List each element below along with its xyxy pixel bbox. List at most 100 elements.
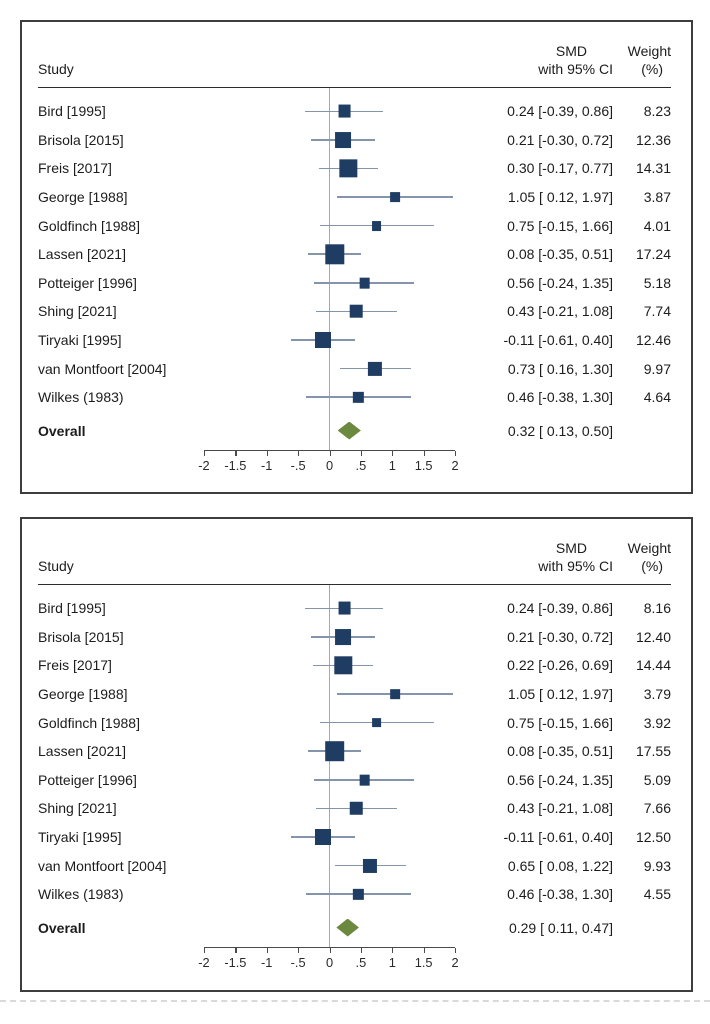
study-label: Goldfinch [1988]: [38, 714, 140, 731]
axis-tick: [455, 450, 457, 456]
effect-size-marker: [334, 628, 351, 645]
study-row: van Montfoort [2004] 0.65 [ 0.08, 1.22] 9.…: [38, 851, 671, 880]
header-rule: [38, 584, 671, 585]
axis-row: -2 -1.5 -1 -.5 0 .5 1 1.5 2: [38, 946, 671, 982]
study-label: Brisola [2015]: [38, 628, 124, 645]
weight-value: 12.46: [635, 332, 671, 349]
study-label: Wilkes (1983): [38, 886, 124, 903]
overall-diamond: [337, 421, 361, 440]
panel-header: Study SMD with 95% CI Weight (%): [38, 529, 671, 575]
axis-tick: [455, 947, 457, 953]
study-label: Bird [1995]: [38, 103, 106, 120]
study-plot-cell: [204, 269, 455, 298]
effect-size-marker: [368, 361, 383, 376]
axis-tick-label: -1.5: [224, 457, 247, 473]
axis-tick: [329, 450, 331, 456]
effect-size-marker: [363, 858, 378, 873]
axis-tick-label: -.5: [290, 954, 306, 970]
smd-header-line1: SMD: [555, 43, 587, 59]
axis-tick: [360, 450, 363, 456]
study-label: George [1988]: [38, 189, 128, 206]
axis-tick: [266, 450, 268, 456]
smd-ci-value: -0.11 [-0.61, 0.40]: [503, 829, 613, 846]
smd-header-line2: with 95% CI: [538, 558, 613, 574]
smd-ci-value: 0.08 [-0.35, 0.51]: [507, 743, 613, 760]
axis-tick: [423, 450, 425, 456]
weight-value: 7.66: [643, 800, 671, 817]
study-plot-cell: [204, 211, 455, 240]
effect-size-marker: [324, 244, 345, 264]
study-row: Freis [2017] 0.30 [-0.17, 0.77] 14.31: [38, 154, 671, 183]
smd-ci-value: 0.46 [-0.38, 1.30]: [507, 886, 613, 903]
overall-label: Overall: [38, 919, 86, 936]
smd-ci-value: 0.73 [ 0.16, 1.30]: [507, 360, 613, 377]
axis-tick: [423, 947, 425, 953]
weight-value: 12.36: [635, 131, 671, 148]
effect-size-marker: [359, 277, 370, 289]
weight-value: 8.16: [643, 600, 671, 617]
effect-size-marker: [324, 741, 345, 762]
axis-tick-label: -2: [198, 457, 210, 473]
study-plot-cell: [204, 154, 455, 183]
study-row: Potteiger [1996] 0.56 [-0.24, 1.35] 5.18: [38, 269, 671, 298]
study-plot-cell: [204, 126, 455, 155]
study-row: Shing [2021] 0.43 [-0.21, 1.08] 7.74: [38, 297, 671, 326]
study-plot-cell: [204, 97, 455, 126]
study-label: Tiryaki [1995]: [38, 332, 122, 349]
study-plot-cell: [204, 766, 455, 795]
axis-tick: [329, 947, 331, 953]
effect-size-marker: [350, 802, 363, 815]
smd-ci-value: 0.65 [ 0.08, 1.22]: [507, 857, 613, 874]
study-row: Bird [1995] 0.24 [-0.39, 0.86] 8.16: [38, 594, 671, 623]
axis-tick-label: 2: [451, 457, 459, 473]
study-row: George [1988] 1.05 [ 0.12, 1.97] 3.87: [38, 183, 671, 212]
forest-plot-panel-top: Study SMD with 95% CI Weight (%) Bird [1…: [20, 20, 693, 494]
study-label: Freis [2017]: [38, 657, 112, 674]
study-row: Brisola [2015] 0.21 [-0.30, 0.72] 12.40: [38, 623, 671, 652]
study-plot-cell: [204, 851, 455, 880]
study-label: Freis [2017]: [38, 160, 112, 177]
weight-value: 3.87: [643, 189, 671, 206]
smd-ci-value: 0.56 [-0.24, 1.35]: [507, 274, 613, 291]
smd-ci-value: 0.56 [-0.24, 1.35]: [507, 771, 613, 788]
effect-size-marker: [371, 220, 382, 231]
weight-value: 4.01: [643, 217, 671, 234]
smd-ci-value: 0.08 [-0.35, 0.51]: [507, 246, 613, 263]
weight-value: 12.50: [635, 829, 671, 846]
axis-tick-label: 0: [325, 954, 334, 970]
smd-column-header: SMD with 95% CI: [455, 42, 613, 78]
weight-column-header: Weight (%): [613, 539, 671, 575]
study-label: Wilkes (1983): [38, 389, 124, 406]
weight-value: 17.55: [635, 743, 671, 760]
study-row: Wilkes (1983) 0.46 [-0.38, 1.30] 4.64: [38, 383, 671, 412]
axis-tick: [392, 947, 394, 953]
study-plot-cell: [204, 183, 455, 212]
study-label: Lassen [2021]: [38, 246, 126, 263]
overall-plot-cell: [204, 913, 455, 943]
weight-header-line1: Weight: [627, 540, 671, 556]
smd-ci-value: 0.21 [-0.30, 0.72]: [507, 131, 613, 148]
study-plot-cell: [204, 623, 455, 652]
smd-ci-value: 0.75 [-0.15, 1.66]: [507, 714, 613, 731]
axis-tick-label: -.5: [290, 457, 306, 473]
effect-size-marker: [338, 104, 351, 118]
axis-tick: [204, 947, 206, 953]
smd-ci-value: 0.24 [-0.39, 0.86]: [507, 600, 613, 617]
axis-tick-label: -1: [261, 954, 273, 970]
study-plot-cell: [204, 354, 455, 383]
study-label: van Montfoort [2004]: [38, 857, 167, 874]
study-label: Tiryaki [1995]: [38, 829, 122, 846]
header-rule: [38, 87, 671, 88]
study-row: Tiryaki [1995] -0.11 [-0.61, 0.40] 12.50: [38, 823, 671, 852]
smd-ci-value: 0.46 [-0.38, 1.30]: [507, 389, 613, 406]
effect-size-marker: [371, 717, 382, 728]
weight-value: 14.31: [635, 160, 671, 177]
axis-tick-label: 2: [451, 954, 459, 970]
smd-ci-value: 0.75 [-0.15, 1.66]: [507, 217, 613, 234]
axis-tick: [298, 947, 300, 953]
smd-ci-value: 1.05 [ 0.12, 1.97]: [507, 189, 613, 206]
weight-header-line2: (%): [641, 558, 663, 574]
plot-area: Bird [1995] 0.24 [-0.39, 0.86] 8.23 Brisola…: [38, 88, 671, 485]
weight-value: 12.40: [635, 628, 671, 645]
